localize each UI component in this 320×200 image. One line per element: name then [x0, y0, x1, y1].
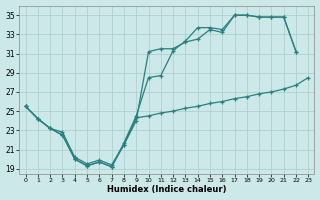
X-axis label: Humidex (Indice chaleur): Humidex (Indice chaleur)	[107, 185, 227, 194]
